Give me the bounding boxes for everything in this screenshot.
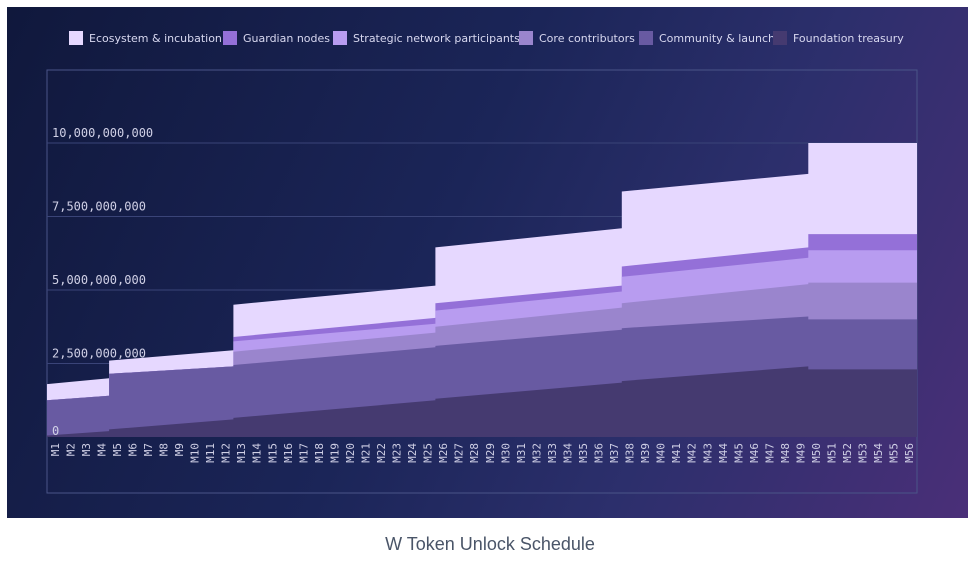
x-tick-label: M31 <box>515 443 528 463</box>
x-tick-label: M40 <box>655 443 668 463</box>
x-tick-label: M47 <box>763 443 776 463</box>
x-tick-label: M20 <box>344 443 357 463</box>
legend-item-core-contributors[interactable]: Core contributors <box>519 31 635 45</box>
legend-item-community-and-launch[interactable]: Community & launch <box>639 31 775 45</box>
x-tick-label: M24 <box>406 443 419 463</box>
y-tick-label: 2,500,000,000 <box>52 347 146 361</box>
x-tick-label: M33 <box>546 443 559 463</box>
legend-label: Strategic network participants <box>353 32 520 45</box>
legend-swatch <box>69 31 83 45</box>
legend-swatch <box>519 31 533 45</box>
legend-item-guardian-nodes[interactable]: Guardian nodes <box>223 31 330 45</box>
x-tick-label: M43 <box>701 443 714 463</box>
x-tick-label: M1 <box>49 443 62 456</box>
legend-swatch <box>639 31 653 45</box>
x-tick-label: M48 <box>779 443 792 463</box>
legend-swatch <box>773 31 787 45</box>
x-tick-label: M5 <box>111 443 124 456</box>
x-tick-label: M41 <box>670 443 683 463</box>
x-tick-label: M27 <box>453 443 466 463</box>
legend-item-ecosystem-and-incubation[interactable]: Ecosystem & incubation <box>69 31 222 45</box>
legend-label: Guardian nodes <box>243 32 330 45</box>
legend: Ecosystem & incubation Guardian nodes Stra… <box>69 31 904 45</box>
x-tick-label: M42 <box>686 443 699 463</box>
x-tick-label: M39 <box>639 443 652 463</box>
legend-label: Foundation treasury <box>793 32 904 45</box>
x-tick-label: M19 <box>328 443 341 463</box>
x-tick-label: M16 <box>282 443 295 463</box>
legend-label: Core contributors <box>539 32 635 45</box>
y-tick-label: 0 <box>52 424 59 438</box>
x-tick-label: M46 <box>748 443 761 463</box>
x-tick-label: M14 <box>251 443 264 463</box>
legend-swatch <box>333 31 347 45</box>
x-tick-label: M25 <box>422 443 435 463</box>
x-tick-label: M28 <box>468 443 481 463</box>
x-tick-label: M51 <box>826 443 839 463</box>
legend-item-strategic-network-participants[interactable]: Strategic network participants <box>333 31 520 45</box>
x-tick-label: M49 <box>795 443 808 463</box>
area-layers <box>47 143 917 437</box>
stacked-area-chart: Ecosystem & incubation Guardian nodes Stra… <box>46 31 918 494</box>
x-tick-label: M17 <box>297 443 310 463</box>
x-tick-label: M55 <box>888 443 901 463</box>
x-tick-label: M34 <box>561 443 574 463</box>
x-tick-label: M6 <box>126 443 139 456</box>
x-tick-label: M35 <box>577 443 590 463</box>
x-tick-label: M29 <box>484 443 497 463</box>
x-tick-label: M37 <box>608 443 621 463</box>
chart-caption: W Token Unlock Schedule <box>385 534 595 554</box>
x-tick-label: M54 <box>872 443 885 463</box>
x-tick-label: M12 <box>220 443 233 463</box>
x-tick-label: M3 <box>80 443 93 456</box>
legend-item-foundation-treasury[interactable]: Foundation treasury <box>773 31 904 45</box>
x-tick-label: M7 <box>142 443 155 456</box>
area-foundation-treasury <box>47 366 917 437</box>
x-tick-label: M45 <box>732 443 745 463</box>
x-tick-label: M13 <box>235 443 248 463</box>
x-tick-label: M9 <box>173 443 186 456</box>
legend-label: Ecosystem & incubation <box>89 32 222 45</box>
x-tick-label: M11 <box>204 443 217 463</box>
x-tick-label: M4 <box>95 443 108 457</box>
x-tick-label: M32 <box>530 443 543 463</box>
x-tick-label: M50 <box>810 443 823 463</box>
y-tick-label: 5,000,000,000 <box>52 273 146 287</box>
x-tick-label: M23 <box>391 443 404 463</box>
y-tick-label: 7,500,000,000 <box>52 200 146 214</box>
x-tick-label: M52 <box>841 443 854 463</box>
chart-card: Ecosystem & incubation Guardian nodes Stra… <box>7 7 968 518</box>
x-tick-label: M2 <box>64 443 77 456</box>
x-tick-label: M44 <box>717 443 730 463</box>
x-tick-label: M26 <box>437 443 450 463</box>
x-axis-ticks: M1 M2 M3 M4 M5 M6 M7 M8 M9 M10 M11 M12 M13 M14 M15 M16 M… <box>49 443 916 463</box>
x-tick-label: M38 <box>624 443 637 463</box>
x-tick-label: M53 <box>857 443 870 463</box>
x-tick-label: M30 <box>499 443 512 463</box>
x-tick-label: M36 <box>593 443 606 463</box>
y-axis-ticks: 0 2,500,000,000 5,000,000,000 7,500,000,000… <box>52 126 153 438</box>
x-tick-label: M8 <box>158 443 171 456</box>
x-tick-label: M15 <box>266 443 279 463</box>
legend-swatch <box>223 31 237 45</box>
x-tick-label: M56 <box>903 443 916 463</box>
x-tick-label: M18 <box>313 443 326 463</box>
x-tick-label: M22 <box>375 443 388 463</box>
y-tick-label: 10,000,000,000 <box>52 126 153 140</box>
x-tick-label: M10 <box>189 443 202 463</box>
legend-label: Community & launch <box>659 32 775 45</box>
x-tick-label: M21 <box>360 443 373 463</box>
